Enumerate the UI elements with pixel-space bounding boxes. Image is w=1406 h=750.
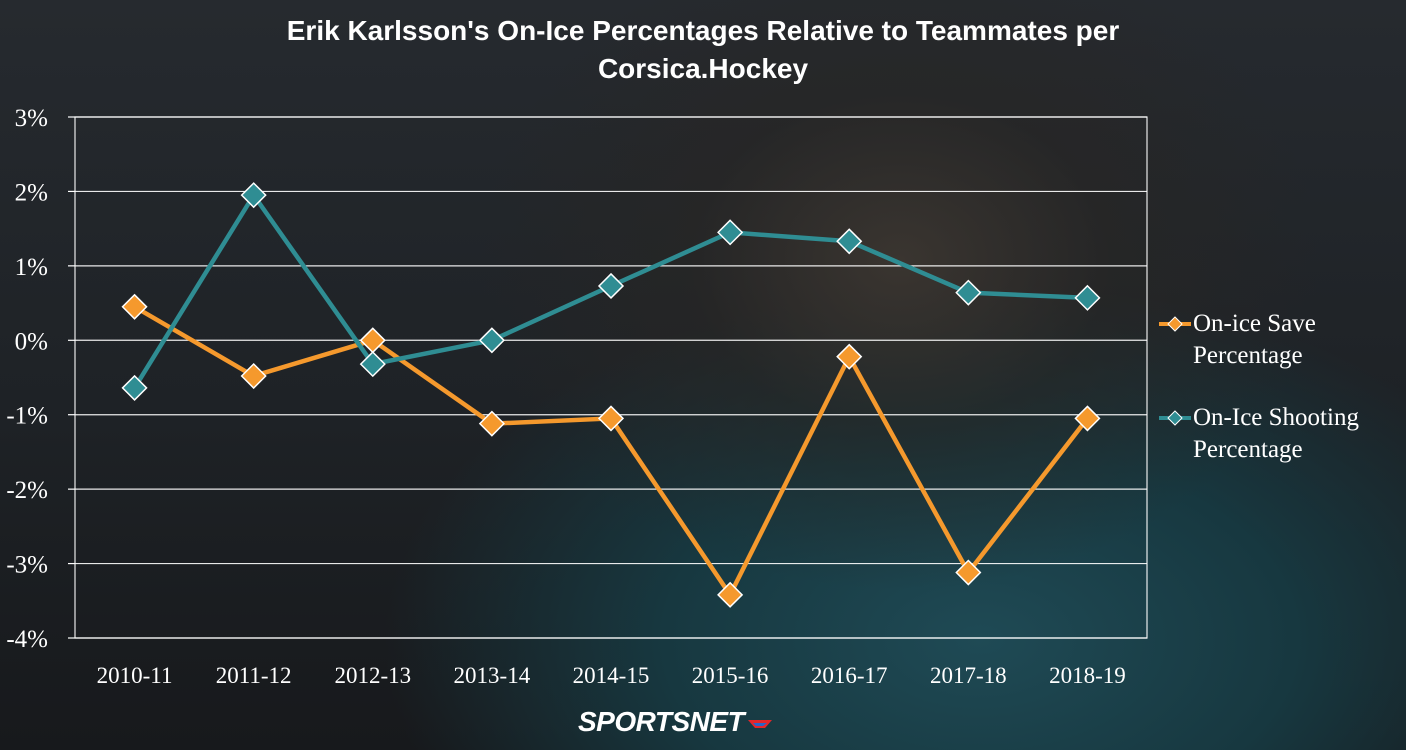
data-point-shooting: [478, 327, 505, 354]
legend-label-save: On-ice Save Percentage: [1193, 310, 1316, 369]
legend-item-save: On-ice Save Percentage: [1157, 308, 1397, 372]
y-tick-label: -3%: [6, 552, 48, 579]
plot-area-border: [74, 116, 1148, 639]
legend-key-shooting: [1159, 410, 1191, 426]
data-point-save: [597, 405, 625, 432]
x-tick-label: 2017-18: [930, 663, 1007, 688]
y-tick-label: 1%: [15, 254, 48, 281]
data-point-shooting: [955, 279, 982, 306]
data-point-save: [478, 410, 505, 437]
series-line-save: [133, 304, 1090, 598]
data-point-save: [240, 362, 267, 390]
data-point-save: [717, 581, 744, 608]
logo-swoosh-icon: [748, 719, 773, 728]
x-tick-label: 2014-15: [573, 663, 650, 688]
x-tick-label: 2016-17: [811, 663, 888, 688]
sportsnet-logo: SPORTSNET: [578, 706, 773, 738]
data-point-save: [836, 343, 863, 370]
x-tick-label: 2015-16: [692, 663, 769, 688]
data-point-save: [1074, 405, 1101, 432]
logo-text: SPORTSNET: [578, 706, 745, 737]
data-point-save: [121, 293, 148, 320]
data-point-shooting: [597, 272, 625, 300]
chart-title: Erik Karlsson's On-Ice Percentages Relat…: [0, 12, 1406, 88]
y-tick-label: -2%: [6, 477, 48, 504]
chart-title-line1: Erik Karlsson's On-Ice Percentages Relat…: [286, 15, 1120, 46]
chart-title-line2: Corsica.Hockey: [597, 53, 809, 84]
y-tick-label: -4%: [6, 626, 48, 653]
x-tick-label: 2018-19: [1049, 663, 1126, 688]
data-point-save: [955, 559, 982, 586]
y-tick-label: 3%: [15, 105, 48, 132]
y-tick-label: 0%: [15, 328, 48, 355]
data-point-shooting: [240, 182, 267, 209]
data-point-shooting: [121, 374, 148, 401]
data-point-shooting: [359, 351, 386, 378]
legend-key-save: [1159, 316, 1191, 332]
y-tick-label: 2%: [15, 179, 48, 206]
x-tick-label: 2012-13: [334, 663, 411, 688]
x-tick-label: 2011-12: [216, 663, 292, 688]
legend-label-shooting: On-Ice Shooting Percentage: [1193, 404, 1359, 463]
chart-legend: On-ice Save Percentage On-Ice Shooting P…: [1157, 308, 1397, 496]
x-tick-label: 2013-14: [454, 663, 531, 688]
x-tick-label: 2010-11: [97, 663, 173, 688]
y-tick-label: -1%: [6, 403, 48, 430]
legend-item-shooting: On-Ice Shooting Percentage: [1157, 402, 1397, 466]
data-point-shooting: [836, 228, 863, 255]
data-point-shooting: [1074, 284, 1101, 311]
data-point-shooting: [717, 219, 744, 246]
